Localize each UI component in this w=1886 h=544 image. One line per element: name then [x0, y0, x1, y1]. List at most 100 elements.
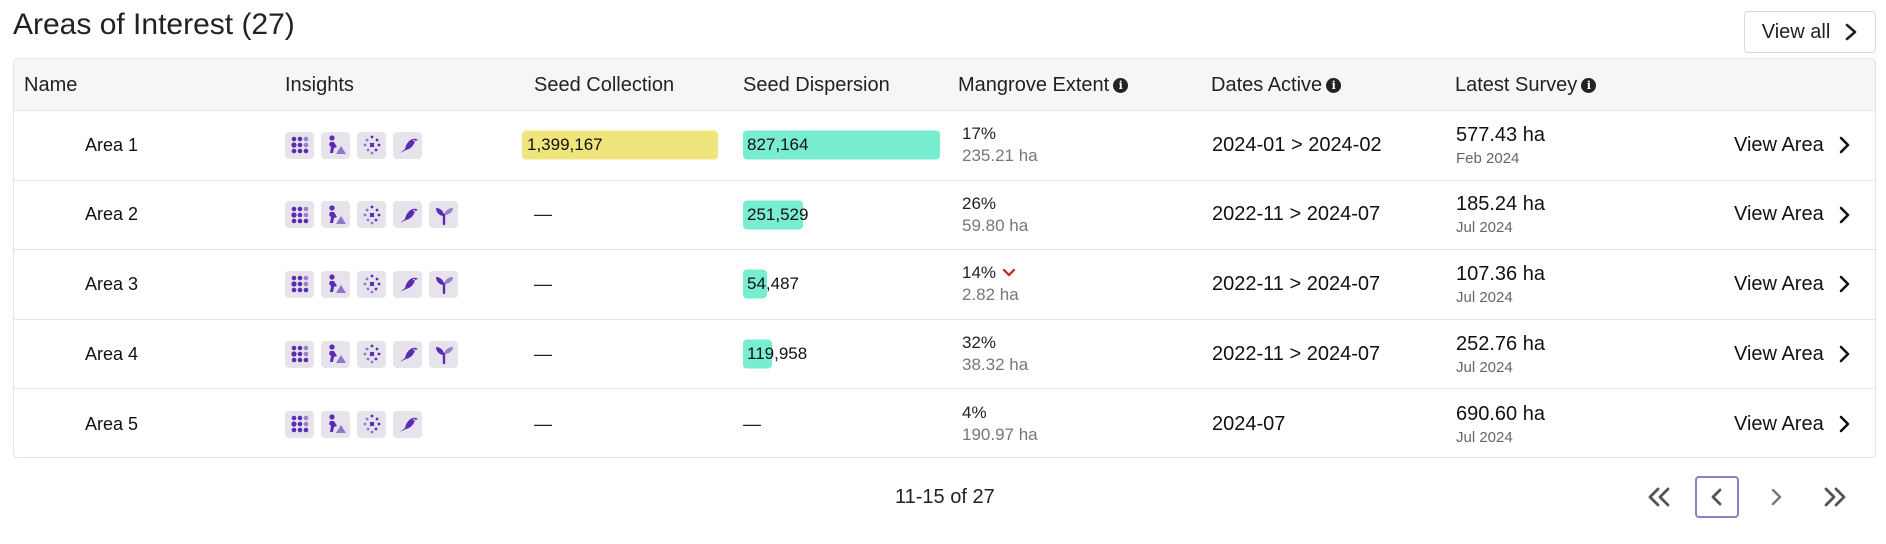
view-area-link[interactable]: View Area	[1734, 181, 1850, 250]
extent-hectares: 235.21 ha	[962, 146, 1038, 166]
dispersal-icon[interactable]	[357, 270, 386, 298]
chevron-right-icon	[1839, 136, 1849, 154]
planter-icon[interactable]	[321, 270, 350, 298]
dispersal-icon[interactable]	[357, 410, 386, 438]
grid-dots-icon[interactable]	[285, 340, 314, 368]
seed-dispersion-bar	[743, 130, 940, 160]
table-body: Area 1 1,399,167 827,164 17% 235.21 ha 2024-0…	[14, 111, 1875, 457]
survey-month: Jul 2024	[1456, 428, 1513, 446]
dates-active: 2022-11 > 2024-07	[1212, 272, 1381, 295]
insights-icons	[285, 320, 458, 389]
survey-area: 107.36 ha	[1456, 262, 1545, 285]
seed-dispersion-value: —	[743, 413, 761, 434]
chevron-right-icon	[1839, 276, 1849, 293]
seed-collection-value: —	[534, 343, 552, 364]
planter-icon[interactable]	[321, 131, 350, 159]
latest-survey: 107.36 ha Jul 2024	[1456, 250, 1545, 319]
info-icon[interactable]: i	[1113, 77, 1129, 93]
seed-dispersion-value: 54,487	[747, 274, 799, 294]
dispersal-icon[interactable]	[357, 131, 386, 159]
seed-dispersion-bar	[743, 339, 772, 369]
bird-icon[interactable]	[393, 410, 422, 438]
extent-percent: 32%	[962, 333, 997, 353]
view-all-button[interactable]: View all	[1744, 11, 1876, 53]
first-page-icon	[1648, 487, 1670, 507]
seed-collection-value: 1,399,167	[527, 135, 603, 155]
insights-icons	[285, 111, 422, 180]
first-page-button[interactable]	[1637, 476, 1681, 518]
column-header-seed-dispersion[interactable]: Seed Dispersion	[743, 73, 890, 96]
extent-percent: 17%	[962, 124, 997, 144]
table-header: Name Insights Seed Collection Seed Dispe…	[14, 59, 1875, 111]
extent-hectares: 38.32 ha	[962, 355, 1029, 375]
dispersal-icon[interactable]	[357, 340, 386, 368]
seed-dispersion-value: 251,529	[747, 204, 809, 224]
survey-month: Feb 2024	[1456, 149, 1520, 167]
view-area-link[interactable]: View Area	[1734, 111, 1850, 180]
view-area-link[interactable]: View Area	[1734, 250, 1850, 319]
sprout-icon[interactable]	[429, 340, 458, 368]
table-row[interactable]: Area 4 — 119,958 32% 38.32 ha 2022-11 > 2024-…	[14, 320, 1875, 390]
column-header-name[interactable]: Name	[24, 73, 78, 96]
planter-icon[interactable]	[321, 410, 350, 438]
seed-collection-value: —	[534, 273, 552, 294]
page-title: Areas of Interest (27)	[13, 8, 295, 41]
column-header-seed-collection[interactable]: Seed Collection	[534, 73, 675, 96]
grid-dots-icon[interactable]	[285, 131, 314, 159]
survey-area: 577.43 ha	[1456, 123, 1545, 146]
grid-dots-icon[interactable]	[285, 410, 314, 438]
view-all-label: View all	[1761, 20, 1831, 43]
area-name: Area 4	[85, 343, 139, 364]
bird-icon[interactable]	[393, 201, 422, 229]
info-icon[interactable]: i	[1581, 77, 1597, 93]
planter-icon[interactable]	[321, 201, 350, 229]
sprout-icon[interactable]	[429, 201, 458, 229]
insights-icons	[285, 389, 422, 457]
previous-page-icon	[1711, 488, 1722, 506]
column-header-dates-active[interactable]: Dates Active i	[1211, 59, 1342, 111]
grid-dots-icon[interactable]	[285, 201, 314, 229]
extent-percent: 14%	[962, 263, 997, 283]
survey-month: Jul 2024	[1456, 219, 1513, 237]
seed-collection-value: —	[534, 204, 552, 225]
view-area-link[interactable]: View Area	[1734, 389, 1850, 457]
bird-icon[interactable]	[393, 270, 422, 298]
survey-area: 185.24 ha	[1456, 193, 1545, 216]
column-header-insights[interactable]: Insights	[285, 73, 354, 96]
area-name: Area 1	[85, 134, 139, 155]
planter-icon[interactable]	[321, 340, 350, 368]
seed-dispersion-value: 827,164	[747, 135, 809, 155]
chevron-right-icon	[1839, 345, 1849, 363]
info-icon[interactable]: i	[1326, 77, 1342, 93]
sprout-icon[interactable]	[429, 270, 458, 298]
view-area-link[interactable]: View Area	[1734, 320, 1850, 389]
dates-active: 2022-11 > 2024-07	[1212, 203, 1381, 226]
column-header-mangrove-extent[interactable]: Mangrove Extent i	[958, 59, 1129, 111]
survey-month: Jul 2024	[1456, 288, 1513, 306]
mangrove-extent: 17% 235.21 ha	[962, 111, 1038, 180]
dates-active: 2024-01 > 2024-02	[1212, 133, 1382, 156]
seed-dispersion-bar	[743, 200, 803, 230]
table-row[interactable]: Area 3 — 54,487 14% 2.82 ha 2022-11 > 2024-07…	[14, 250, 1875, 320]
dispersal-icon[interactable]	[357, 201, 386, 229]
seed-collection-value: —	[534, 413, 552, 434]
mangrove-extent: 26% 59.80 ha	[962, 181, 1028, 250]
dates-active: 2024-07	[1212, 412, 1286, 435]
extent-percent: 4%	[962, 403, 987, 423]
next-page-button[interactable]	[1754, 476, 1798, 518]
pagination-label: 11-15 of 27	[895, 486, 995, 508]
last-page-button[interactable]	[1813, 476, 1857, 518]
table-row[interactable]: Area 2 — 251,529 26% 59.80 ha 2022-11 > 2024-…	[14, 181, 1875, 251]
area-name: Area 2	[85, 204, 139, 225]
table-row[interactable]: Area 1 1,399,167 827,164 17% 235.21 ha 2024-0…	[14, 111, 1875, 181]
bird-icon[interactable]	[393, 340, 422, 368]
survey-area: 252.76 ha	[1456, 332, 1545, 355]
table-row[interactable]: Area 5 — — 4% 190.97 ha 2024-07 690.60 ha Jul 2…	[14, 389, 1875, 457]
grid-dots-icon[interactable]	[285, 270, 314, 298]
extent-hectares: 59.80 ha	[962, 215, 1029, 235]
latest-survey: 185.24 ha Jul 2024	[1456, 181, 1545, 250]
previous-page-button[interactable]	[1695, 476, 1739, 518]
bird-icon[interactable]	[393, 131, 422, 159]
last-page-icon	[1824, 487, 1846, 507]
column-header-latest-survey[interactable]: Latest Survey i	[1455, 59, 1597, 111]
